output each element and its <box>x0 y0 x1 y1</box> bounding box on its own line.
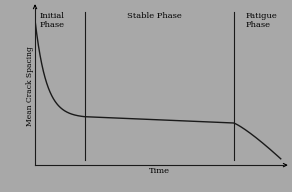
Y-axis label: Mean Crack Spacing: Mean Crack Spacing <box>26 46 34 126</box>
Text: Initial
Phase: Initial Phase <box>40 12 65 29</box>
Text: Stable Phase: Stable Phase <box>127 12 182 20</box>
Text: Fatigue
Phase: Fatigue Phase <box>246 12 278 29</box>
X-axis label: Time: Time <box>149 166 170 175</box>
